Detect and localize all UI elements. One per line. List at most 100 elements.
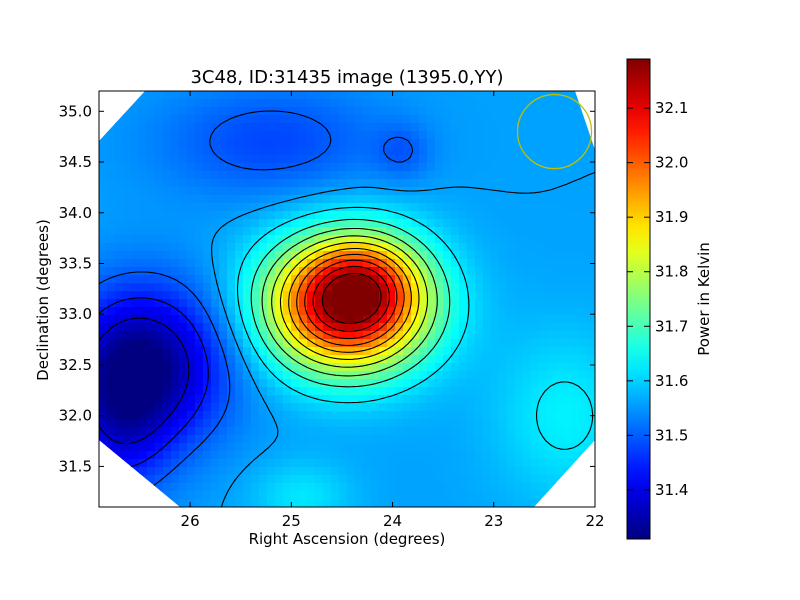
heatmap-cell	[235, 467, 244, 476]
heatmap-cell	[403, 227, 412, 236]
heatmap-cell	[491, 467, 500, 476]
heatmap-cell	[203, 427, 212, 436]
heatmap-cell	[131, 283, 140, 292]
heatmap-cell	[195, 179, 204, 188]
heatmap-cell	[275, 419, 284, 428]
heatmap-cell	[347, 323, 356, 332]
heatmap-cell	[171, 107, 180, 116]
heatmap-cell	[451, 371, 460, 380]
heatmap-cell	[555, 435, 564, 444]
heatmap-cell	[147, 219, 156, 228]
heatmap-cell	[443, 163, 452, 172]
heatmap-cell	[435, 243, 444, 252]
heatmap-cell	[315, 163, 324, 172]
heatmap-cell	[387, 203, 396, 212]
heatmap-cell	[139, 315, 148, 324]
heatmap-cell	[179, 171, 188, 180]
heatmap-cell	[187, 459, 196, 468]
heatmap-cell	[147, 387, 156, 396]
heatmap-cell	[379, 147, 388, 156]
heatmap-cell	[171, 227, 180, 236]
heatmap-cell	[123, 323, 132, 332]
heatmap-cell	[579, 203, 588, 212]
heatmap-cell	[475, 179, 484, 188]
heatmap-cell	[307, 131, 316, 140]
heatmap-cell	[291, 107, 300, 116]
heatmap-cell	[179, 123, 188, 132]
y-tick-label: 32.5	[59, 356, 92, 374]
heatmap-cell	[499, 299, 508, 308]
heatmap-cell	[587, 275, 595, 284]
heatmap-cell	[339, 331, 348, 340]
heatmap-cell	[427, 403, 436, 412]
heatmap-cell	[451, 219, 460, 228]
heatmap-cell	[355, 227, 364, 236]
heatmap-cell	[379, 403, 388, 412]
heatmap-cell	[107, 387, 116, 396]
heatmap-cell	[363, 427, 372, 436]
heatmap-cell	[531, 243, 540, 252]
heatmap-cell	[203, 371, 212, 380]
heatmap-cell	[499, 211, 508, 220]
heatmap-cell	[579, 379, 588, 388]
heatmap-cell	[419, 123, 428, 132]
heatmap-cell	[307, 91, 316, 100]
heatmap-cell	[491, 459, 500, 468]
heatmap-cell	[459, 163, 468, 172]
heatmap-cell	[555, 323, 564, 332]
heatmap-cell	[475, 395, 484, 404]
heatmap-cell	[475, 315, 484, 324]
heatmap-cell	[315, 315, 324, 324]
heatmap-cell	[563, 323, 572, 332]
heatmap-cell	[99, 163, 108, 172]
heatmap-cell	[123, 339, 132, 348]
heatmap-cell	[459, 275, 468, 284]
heatmap-cell	[435, 467, 444, 476]
heatmap-cell	[195, 307, 204, 316]
heatmap-cell	[307, 235, 316, 244]
heatmap-cell	[531, 387, 540, 396]
heatmap-cell	[483, 491, 492, 500]
heatmap-cell	[139, 379, 148, 388]
heatmap-cell	[187, 283, 196, 292]
heatmap-cell	[379, 259, 388, 268]
heatmap-cell	[403, 307, 412, 316]
colorbar-tick-label: 31.6	[655, 372, 688, 390]
heatmap-cell	[179, 331, 188, 340]
heatmap-cell	[427, 139, 436, 148]
heatmap-cell	[163, 419, 172, 428]
heatmap-cell	[475, 107, 484, 116]
heatmap-cell	[275, 235, 284, 244]
heatmap-cell	[347, 115, 356, 124]
heatmap-cell	[515, 251, 524, 260]
heatmap-cell	[179, 235, 188, 244]
heatmap-cell	[395, 251, 404, 260]
heatmap-cell	[483, 435, 492, 444]
heatmap-cell	[435, 283, 444, 292]
heatmap-cell	[443, 355, 452, 364]
heatmap-cell	[419, 259, 428, 268]
heatmap-cell	[443, 235, 452, 244]
heatmap-cell	[435, 275, 444, 284]
heatmap-cell	[451, 187, 460, 196]
heatmap-cell	[443, 419, 452, 428]
heatmap-cell	[443, 435, 452, 444]
heatmap-cell	[195, 123, 204, 132]
heatmap-cell	[555, 235, 564, 244]
heatmap-cell	[483, 347, 492, 356]
heatmap-cell	[379, 123, 388, 132]
heatmap-cell	[587, 371, 595, 380]
heatmap-cell	[531, 411, 540, 420]
heatmap-cell	[563, 443, 572, 452]
heatmap-cell	[483, 219, 492, 228]
heatmap-cell	[579, 299, 588, 308]
heatmap-cell	[115, 179, 124, 188]
heatmap-cell	[219, 443, 228, 452]
heatmap-cell	[203, 451, 212, 460]
heatmap-cell	[339, 235, 348, 244]
heatmap-cell	[467, 187, 476, 196]
heatmap-cell	[107, 307, 116, 316]
heatmap-cell	[507, 339, 516, 348]
heatmap-cell	[307, 283, 316, 292]
beam-circle	[516, 93, 593, 170]
